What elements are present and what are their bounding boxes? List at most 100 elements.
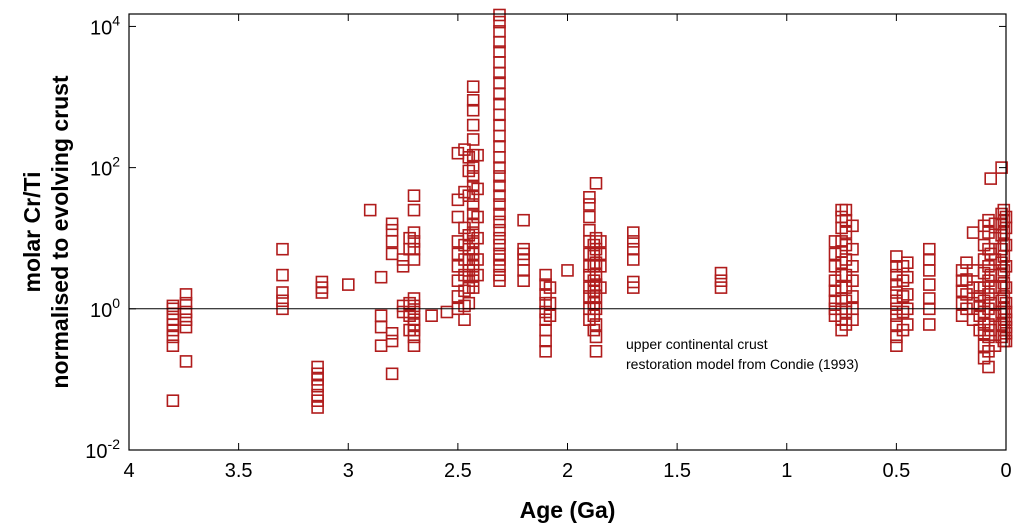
data-point — [493, 129, 506, 143]
data-point — [466, 198, 480, 211]
data-point — [960, 288, 973, 301]
data-point — [982, 213, 995, 227]
data-point — [385, 235, 399, 248]
data-point — [966, 226, 980, 239]
data-point — [977, 351, 991, 365]
y-tick-label: 102 — [90, 154, 120, 181]
data-point — [977, 238, 991, 252]
data-point — [982, 259, 995, 273]
data-point — [995, 217, 1008, 231]
data-point — [517, 242, 530, 256]
data-point — [960, 256, 973, 270]
data-point — [385, 217, 399, 231]
annotation-line-2: restoration model from Condie (1993) — [626, 356, 859, 372]
data-point — [493, 8, 506, 22]
data-point — [407, 242, 421, 256]
data-point — [589, 268, 603, 282]
data-point — [839, 226, 853, 239]
data-point — [995, 161, 1008, 174]
data-point — [589, 318, 603, 331]
data-point — [276, 268, 289, 282]
data-point — [403, 242, 416, 256]
data-point — [471, 210, 484, 224]
data-point — [922, 253, 936, 266]
data-point — [407, 330, 421, 344]
data-point — [517, 274, 530, 288]
data-point — [846, 274, 859, 288]
data-point — [403, 309, 416, 323]
data-point — [466, 179, 480, 193]
data-point — [493, 259, 506, 273]
data-point — [960, 273, 973, 286]
data-point — [466, 118, 480, 132]
data-point — [493, 140, 506, 153]
data-point — [493, 223, 506, 237]
data-point — [276, 294, 289, 308]
data-point — [626, 242, 640, 256]
data-point — [396, 253, 410, 266]
data-point — [839, 294, 853, 308]
data-point — [276, 242, 289, 256]
data-point — [890, 339, 903, 353]
data-point — [385, 367, 399, 381]
data-point — [462, 281, 476, 294]
data-point — [493, 108, 506, 122]
x-tick-label: 3.5 — [225, 460, 253, 482]
data-point — [997, 290, 1011, 303]
data-point — [462, 296, 476, 310]
data-point — [451, 146, 465, 160]
data-point — [900, 288, 914, 301]
data-point — [977, 294, 991, 308]
data-point — [900, 318, 914, 331]
data-point — [466, 133, 480, 146]
data-point — [589, 278, 603, 291]
data-point — [466, 103, 480, 117]
x-tick-label: 2 — [562, 460, 573, 482]
data-point — [982, 360, 995, 374]
data-point — [997, 203, 1011, 217]
data-point — [890, 286, 903, 299]
data-point — [466, 235, 480, 248]
data-point — [835, 210, 848, 224]
data-point — [539, 305, 552, 319]
data-point — [407, 313, 421, 327]
annotation-line-1: upper continental crust — [626, 336, 768, 352]
data-point — [966, 313, 980, 327]
data-point — [462, 242, 476, 256]
data-point — [179, 313, 193, 327]
data-point — [589, 330, 603, 344]
data-point — [997, 213, 1011, 227]
data-point — [407, 292, 421, 305]
data-point — [374, 339, 388, 353]
y-tick-label: 10-2 — [85, 436, 120, 463]
data-point — [407, 253, 421, 266]
data-point — [179, 320, 193, 334]
y-tick-label: 104 — [90, 12, 120, 39]
data-point — [846, 242, 859, 256]
data-point — [466, 281, 480, 294]
data-point — [341, 278, 355, 291]
data-point — [589, 177, 603, 190]
data-point — [626, 235, 640, 248]
data-point — [543, 309, 557, 323]
data-point — [374, 320, 388, 334]
data-point — [714, 281, 728, 294]
data-point — [896, 290, 910, 303]
data-point — [493, 207, 506, 221]
data-point — [583, 191, 596, 204]
data-point — [311, 379, 324, 393]
data-point — [517, 213, 530, 227]
data-point — [493, 170, 506, 183]
data-point — [471, 253, 484, 266]
data-point — [311, 360, 324, 374]
data-point — [982, 288, 995, 301]
data-point — [839, 203, 853, 217]
data-point — [466, 80, 480, 93]
data-point — [839, 305, 853, 319]
data-point — [626, 253, 640, 266]
data-point — [890, 309, 903, 323]
data-point — [594, 281, 607, 294]
data-point — [466, 94, 480, 107]
y-axis-title-line-2: normalised to evolving crust — [47, 75, 73, 388]
data-point — [539, 334, 552, 348]
